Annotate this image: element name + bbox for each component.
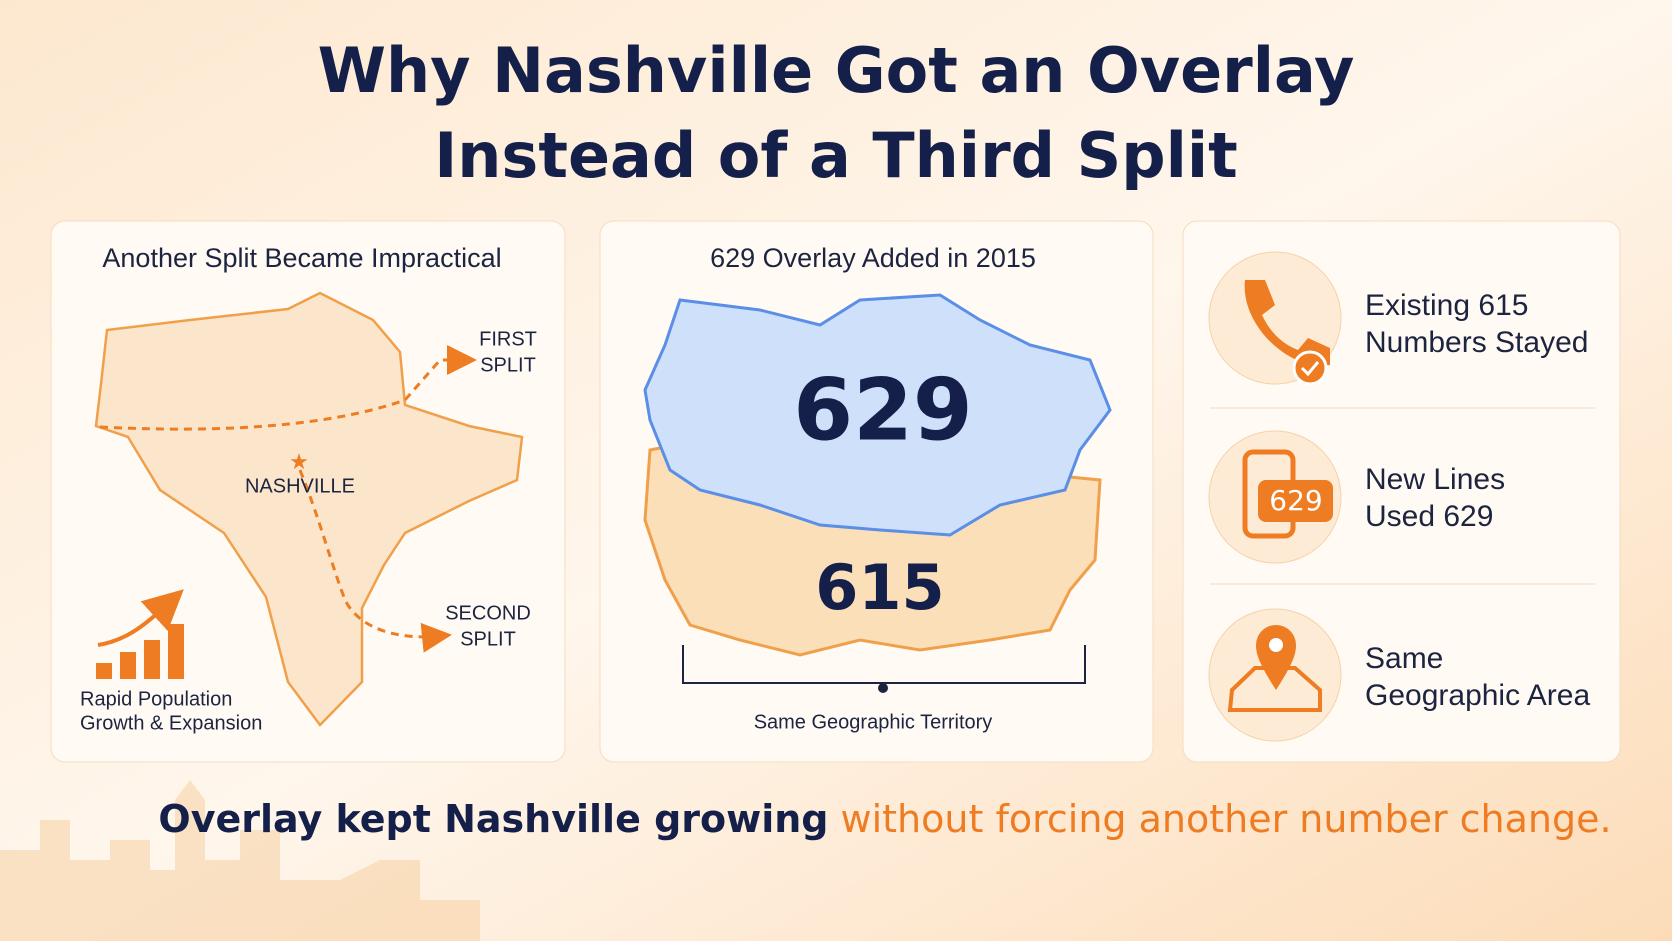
layer-label: 629	[793, 360, 973, 460]
decoration	[97, 589, 184, 647]
arrow-label: SPLIT	[460, 628, 516, 650]
star-icon: ★	[289, 450, 309, 475]
layer-629	[643, 293, 1112, 537]
badge	[1258, 480, 1333, 522]
phone-icon	[1244, 280, 1330, 366]
item-line: Same	[1365, 642, 1443, 675]
check-icon	[1292, 350, 1328, 386]
item-line: Numbers Stayed	[1365, 326, 1588, 359]
arrow-label: FIRST	[479, 328, 537, 350]
bracket-dot	[878, 683, 888, 693]
item-line: New Lines	[1365, 463, 1505, 496]
bracket	[682, 645, 1086, 684]
title-line: Why Nashville Got an Overlay	[318, 34, 1355, 107]
decoration	[144, 640, 160, 679]
item-line: Geographic Area	[1365, 679, 1590, 712]
pin-dot	[1269, 638, 1283, 652]
panel-heading: Another Split Became Impractical	[102, 243, 501, 273]
decoration	[96, 663, 112, 679]
check-mark	[1300, 361, 1320, 377]
item-line: Existing 615	[1365, 289, 1528, 322]
pin-icon	[1256, 625, 1296, 690]
caption-line: Growth & Expansion	[80, 712, 262, 734]
growth-icon	[96, 589, 184, 679]
arrow-label: SPLIT	[480, 354, 536, 376]
skyline	[0, 780, 480, 941]
item-line: Used 629	[1365, 500, 1493, 533]
panel-heading: 629 Overlay Added in 2015	[710, 243, 1036, 273]
badge-label: 629	[1269, 484, 1322, 517]
decoration	[168, 624, 184, 679]
first-split-line	[99, 345, 477, 431]
county-map	[94, 291, 524, 727]
panel-caption: Same Geographic Territory	[754, 711, 993, 733]
footer: Overlay kept Nashville growing without fo…	[158, 797, 1611, 841]
caption-line: Rapid Population	[80, 688, 232, 710]
footer-highlight: without forcing another number change.	[841, 797, 1612, 841]
second-split-line	[298, 469, 452, 653]
footer-text: Overlay kept Nashville growing	[158, 797, 828, 841]
arrow-label: SECOND	[445, 602, 531, 624]
layer-label: 615	[815, 551, 944, 624]
map-label: NASHVILLE	[245, 475, 355, 497]
title-line: Instead of a Third Split	[434, 119, 1238, 192]
map-icon	[1227, 666, 1322, 712]
decoration	[120, 652, 136, 679]
